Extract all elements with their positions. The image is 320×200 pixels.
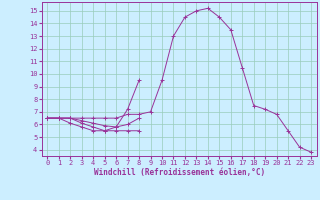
X-axis label: Windchill (Refroidissement éolien,°C): Windchill (Refroidissement éolien,°C) [94,168,265,177]
